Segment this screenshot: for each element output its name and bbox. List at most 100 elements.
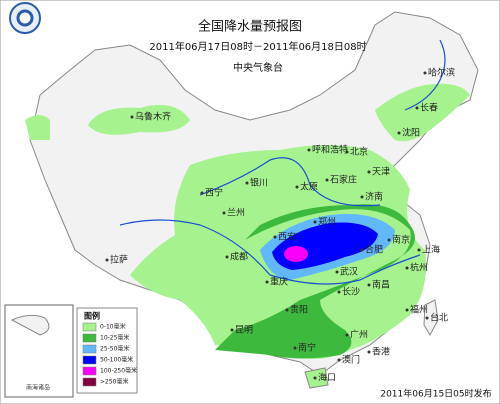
logo [16, 9, 34, 27]
legend-items: 0-10毫米 10-25毫米 25-50毫米 50-100毫米 100-250毫米 >25… [82, 322, 137, 387]
city-dot [367, 170, 371, 174]
city-label: 北京 [350, 146, 368, 158]
city-dot [293, 346, 297, 350]
city-label: 贵阳 [290, 304, 308, 316]
city-label: 拉萨 [110, 254, 128, 266]
city-label: 福州 [410, 304, 428, 316]
city-label: 天津 [372, 167, 390, 178]
city-dot [345, 333, 349, 337]
city-label: 昆明 [235, 325, 253, 336]
city-dot [295, 185, 299, 189]
city-label: 武汉 [340, 266, 358, 278]
city-dot [222, 211, 226, 215]
city-label: 南京 [392, 234, 410, 246]
city-label: 呼和浩特 [312, 144, 348, 156]
city-label: 西宁 [205, 187, 223, 199]
issued: 2011年06月15日05时发布 [380, 388, 491, 400]
city-label: 杭州 [410, 262, 428, 274]
city-label: 哈尔滨 [428, 67, 455, 79]
legend-label: 50-100毫米 [100, 356, 133, 364]
river [404, 39, 446, 111]
city-label: 济南 [365, 191, 383, 203]
river [119, 219, 421, 285]
city-dot [225, 255, 229, 259]
city-label: 长春 [420, 102, 438, 114]
city-dot [417, 248, 421, 252]
legend-swatch [82, 377, 97, 387]
city-dot [405, 308, 409, 312]
city-dot [337, 358, 341, 362]
city-dot [405, 266, 409, 270]
city-dot [265, 280, 269, 284]
legend-swatch [82, 322, 97, 332]
city-dot [325, 178, 329, 182]
city-label: 郑州 [318, 216, 336, 228]
city-dot [313, 220, 317, 224]
city-label: 广州 [350, 329, 368, 341]
rain-area [284, 246, 308, 262]
rain-area [215, 204, 415, 359]
city-dot [307, 148, 311, 152]
city-label: 南宁 [298, 342, 316, 354]
city-dot [130, 115, 134, 119]
city-label: 成都 [230, 251, 248, 263]
city-dot [285, 308, 289, 312]
city-label: 海口 [318, 372, 336, 384]
city-label: 沈阳 [402, 127, 420, 139]
city-label: 香港 [372, 346, 390, 358]
legend-label: 10-25毫米 [100, 334, 129, 342]
legend-label: 25-50毫米 [100, 345, 129, 353]
city-dot [397, 131, 401, 135]
city-label: 长沙 [342, 286, 360, 298]
rain-area [25, 115, 50, 140]
rain-area [88, 104, 190, 135]
legend-label: >250毫米 [100, 378, 128, 386]
city-dot [360, 248, 364, 252]
legend-title: 图例 [84, 311, 100, 321]
city-dot [367, 350, 371, 354]
city-dot [105, 258, 109, 262]
legend-swatch [82, 355, 97, 365]
city-label: 上海 [422, 244, 440, 256]
river [199, 157, 381, 207]
title: 全国降水量预报图 [198, 19, 302, 35]
city-label: 南昌 [372, 279, 390, 291]
city-dot [387, 238, 391, 242]
legend-swatch [82, 366, 97, 376]
city-label: 合肥 [365, 244, 383, 256]
inset-label: 南海诸岛 [26, 384, 50, 392]
city-dot [273, 235, 277, 239]
city-dot [335, 270, 339, 274]
city-dot [245, 181, 249, 185]
city-label: 兰州 [227, 207, 245, 219]
city-label: 西安 [278, 231, 296, 243]
city-label: 重庆 [270, 276, 288, 288]
legend-swatch [82, 344, 97, 354]
city-dot [423, 71, 427, 75]
city-dot [200, 191, 204, 195]
city-dot [360, 195, 364, 199]
city-dot [345, 150, 349, 154]
issuer: 中央气象台 [233, 61, 283, 74]
city-label: 乌鲁木齐 [135, 111, 171, 123]
legend-label: 100-250毫米 [100, 367, 137, 375]
period: 2011年06月17日08时－2011年06月18日08时 [149, 40, 366, 53]
city-dot [313, 376, 317, 380]
city-dot [367, 283, 371, 287]
city-label: 石家庄 [330, 174, 357, 186]
legend-label: 0-10毫米 [100, 323, 126, 331]
city-dot [425, 316, 429, 320]
taiwan [423, 299, 439, 337]
legend-swatch [82, 333, 97, 343]
city-dot [230, 328, 234, 332]
city-dot [415, 106, 419, 110]
rain-area [375, 83, 470, 142]
city-label: 台北 [430, 312, 448, 324]
inset-land [10, 314, 50, 336]
city-label: 澳门 [342, 354, 360, 366]
city-label: 太原 [300, 181, 318, 193]
city-dot [337, 290, 341, 294]
city-label: 银川 [250, 177, 268, 189]
